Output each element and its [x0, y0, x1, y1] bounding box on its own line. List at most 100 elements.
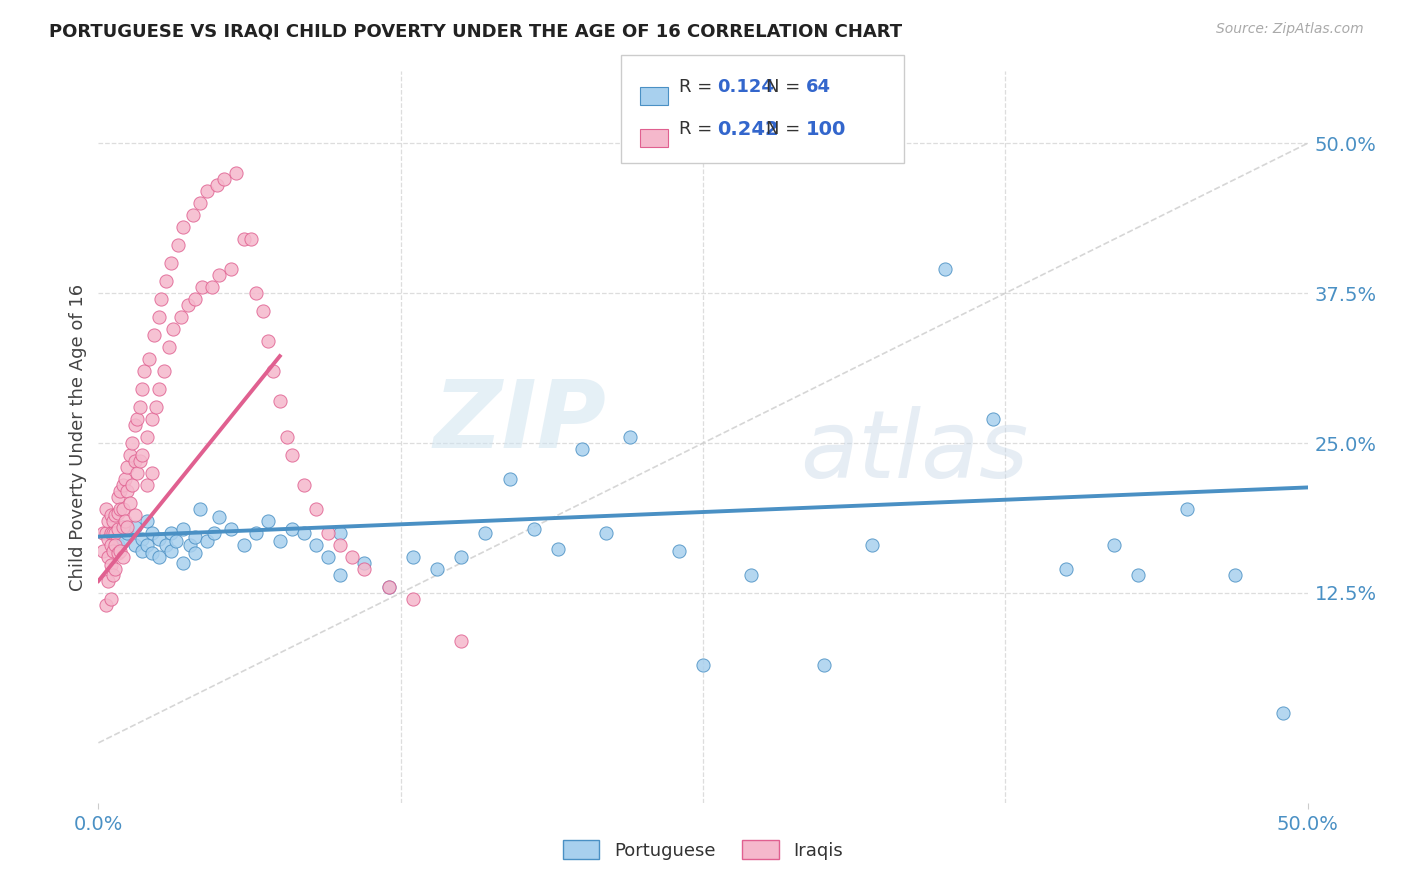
Point	[155, 274, 177, 288]
Point	[172, 220, 194, 235]
Point	[195, 184, 218, 198]
Point	[184, 546, 207, 560]
Point	[205, 178, 228, 193]
Legend: Portuguese, Iraqis: Portuguese, Iraqis	[555, 833, 851, 867]
Point	[100, 508, 122, 522]
Point	[188, 196, 211, 211]
Point	[107, 538, 129, 552]
Point	[100, 538, 122, 552]
Point	[204, 526, 226, 541]
Point	[256, 334, 278, 348]
Point	[124, 538, 146, 552]
Point	[353, 562, 375, 576]
Point	[316, 526, 339, 541]
Point	[128, 454, 150, 468]
Point	[305, 502, 328, 516]
Point	[131, 532, 153, 546]
Point	[114, 514, 136, 528]
Point	[692, 657, 714, 672]
Point	[141, 546, 163, 560]
Point	[131, 544, 153, 558]
Point	[135, 478, 157, 492]
Point	[148, 532, 170, 546]
Point	[111, 549, 134, 564]
Point	[172, 523, 194, 537]
Text: 0.242: 0.242	[717, 120, 779, 139]
Point	[225, 166, 247, 180]
Point	[97, 532, 120, 546]
Point	[595, 526, 617, 541]
Point	[100, 526, 122, 541]
Point	[100, 526, 122, 541]
Point	[377, 580, 399, 594]
Point	[329, 526, 352, 541]
Point	[212, 172, 235, 186]
Point	[117, 526, 139, 541]
Point	[94, 598, 117, 612]
Text: N =: N =	[766, 120, 806, 138]
Point	[108, 544, 131, 558]
Point	[353, 556, 375, 570]
Point	[813, 657, 835, 672]
Point	[148, 549, 170, 564]
Point	[256, 514, 278, 528]
Point	[276, 430, 298, 444]
Text: Source: ZipAtlas.com: Source: ZipAtlas.com	[1216, 22, 1364, 37]
Point	[141, 466, 163, 480]
Point	[292, 478, 315, 492]
Point	[135, 514, 157, 528]
Point	[94, 502, 117, 516]
Text: 100: 100	[806, 120, 846, 139]
Point	[101, 544, 124, 558]
Point	[124, 508, 146, 522]
Point	[155, 538, 177, 552]
Point	[107, 506, 129, 520]
Point	[547, 541, 569, 556]
Point	[97, 549, 120, 564]
Point	[450, 634, 472, 648]
Text: 64: 64	[806, 78, 831, 96]
Point	[571, 442, 593, 456]
Point	[201, 280, 224, 294]
Point	[160, 526, 183, 541]
Point	[135, 430, 157, 444]
Point	[269, 394, 291, 409]
Point	[934, 262, 956, 277]
Text: R =: R =	[679, 120, 718, 138]
Point	[128, 400, 150, 414]
Point	[1223, 568, 1246, 582]
Point	[860, 538, 883, 552]
Point	[127, 412, 149, 426]
Point	[111, 520, 134, 534]
Text: N =: N =	[766, 78, 806, 96]
Point	[97, 574, 120, 588]
Point	[111, 502, 134, 516]
Point	[141, 526, 163, 541]
Text: ZIP: ZIP	[433, 376, 606, 468]
Point	[100, 558, 122, 573]
Point	[145, 400, 167, 414]
Point	[135, 538, 157, 552]
Point	[97, 514, 120, 528]
Text: 0.124: 0.124	[717, 78, 773, 96]
Point	[208, 268, 231, 283]
Point	[402, 591, 425, 606]
Point	[134, 364, 156, 378]
Point	[316, 549, 339, 564]
Point	[177, 298, 200, 312]
Point	[111, 532, 134, 546]
Text: PORTUGUESE VS IRAQI CHILD POVERTY UNDER THE AGE OF 16 CORRELATION CHART: PORTUGUESE VS IRAQI CHILD POVERTY UNDER …	[49, 22, 903, 40]
Point	[668, 544, 690, 558]
Point	[138, 352, 160, 367]
Point	[1272, 706, 1295, 720]
Point	[150, 292, 173, 306]
Point	[131, 382, 153, 396]
Point	[108, 502, 131, 516]
Point	[107, 523, 129, 537]
Point	[94, 526, 117, 541]
Point	[118, 448, 141, 462]
Point	[523, 523, 546, 537]
Point	[121, 436, 143, 450]
Point	[188, 502, 211, 516]
Point	[1175, 502, 1198, 516]
